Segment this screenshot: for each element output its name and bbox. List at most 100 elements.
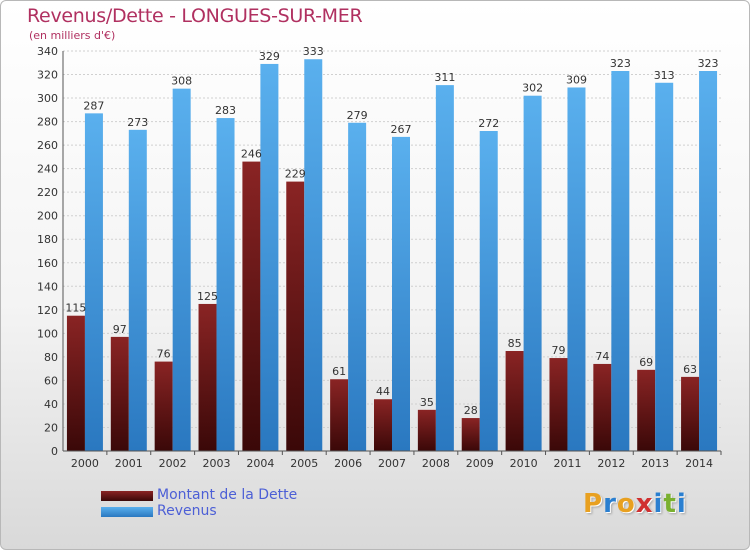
bar-dette bbox=[154, 361, 173, 451]
data-label-revenus: 283 bbox=[215, 104, 236, 117]
bar-dette bbox=[593, 363, 612, 451]
logo-letter: P bbox=[583, 489, 604, 519]
y-tick-label: 300 bbox=[37, 92, 58, 105]
legend-label-revenus: Revenus bbox=[157, 503, 217, 519]
y-tick-label: 0 bbox=[51, 445, 58, 458]
logo-letter: x bbox=[635, 489, 654, 519]
data-label-dette: 85 bbox=[508, 337, 522, 350]
data-label-dette: 246 bbox=[241, 148, 262, 161]
x-tick-label: 2001 bbox=[115, 457, 143, 470]
data-label-dette: 97 bbox=[113, 323, 127, 336]
chart-subtitle: (en milliers d'€) bbox=[29, 29, 116, 42]
y-tick-label: 80 bbox=[44, 351, 58, 364]
data-label-dette: 69 bbox=[639, 356, 653, 369]
bar-dette bbox=[681, 376, 700, 451]
bar-dette bbox=[549, 358, 568, 451]
bar-dette bbox=[110, 336, 129, 451]
bar-revenus bbox=[260, 63, 279, 452]
y-tick-label: 260 bbox=[37, 139, 58, 152]
bar-dette bbox=[242, 161, 261, 451]
bar-revenus bbox=[611, 71, 630, 451]
bar-dette bbox=[417, 409, 436, 451]
x-tick-label: 2013 bbox=[641, 457, 669, 470]
bar-revenus bbox=[172, 88, 191, 451]
logo-letter: t bbox=[663, 489, 677, 519]
x-tick-label: 2014 bbox=[685, 457, 713, 470]
x-tick-label: 2007 bbox=[378, 457, 406, 470]
bar-dette bbox=[198, 303, 217, 451]
data-label-dette: 125 bbox=[197, 290, 218, 303]
data-label-dette: 74 bbox=[595, 350, 609, 363]
data-label-dette: 79 bbox=[551, 344, 565, 357]
data-label-revenus: 287 bbox=[83, 99, 104, 112]
data-label-revenus: 311 bbox=[434, 71, 455, 84]
data-label-dette: 28 bbox=[464, 404, 478, 417]
legend-swatch-dette bbox=[101, 491, 153, 501]
y-tick-label: 40 bbox=[44, 398, 58, 411]
chart-title: Revenus/Dette - LONGUES-SUR-MER bbox=[27, 5, 363, 27]
x-tick-label: 2011 bbox=[553, 457, 581, 470]
logo-letter: o bbox=[616, 489, 636, 519]
bar-dette bbox=[637, 369, 656, 451]
bar-revenus bbox=[567, 87, 586, 452]
data-label-revenus: 309 bbox=[566, 73, 587, 86]
data-label-dette: 44 bbox=[376, 385, 390, 398]
data-label-dette: 61 bbox=[332, 365, 346, 378]
data-label-revenus: 308 bbox=[171, 75, 192, 88]
legend-label-dette: Montant de la Dette bbox=[157, 487, 298, 503]
y-tick-label: 220 bbox=[37, 186, 58, 199]
x-tick-label: 2008 bbox=[422, 457, 450, 470]
bars-layer bbox=[66, 59, 718, 452]
data-label-dette: 63 bbox=[683, 363, 697, 376]
logo-letter: i bbox=[653, 489, 664, 519]
bar-revenus bbox=[523, 95, 542, 452]
x-tick-label: 2012 bbox=[597, 457, 625, 470]
data-label-revenus: 279 bbox=[347, 109, 368, 122]
bar-dette bbox=[286, 181, 305, 451]
x-tick-label: 2002 bbox=[159, 457, 187, 470]
data-label-dette: 76 bbox=[157, 348, 171, 361]
y-tick-label: 140 bbox=[37, 280, 58, 293]
bar-dette bbox=[330, 379, 349, 451]
y-tick-label: 20 bbox=[44, 421, 58, 434]
y-tick-label: 100 bbox=[37, 327, 58, 340]
y-tick-label: 180 bbox=[37, 233, 58, 246]
x-tick-label: 2004 bbox=[246, 457, 274, 470]
y-tick-label: 340 bbox=[37, 45, 58, 58]
data-label-revenus: 313 bbox=[654, 69, 675, 82]
bar-revenus bbox=[128, 129, 147, 451]
x-tick-label: 2006 bbox=[334, 457, 362, 470]
x-tick-label: 2010 bbox=[510, 457, 538, 470]
x-tick-label: 2009 bbox=[466, 457, 494, 470]
bar-revenus bbox=[216, 118, 235, 451]
y-tick-label: 120 bbox=[37, 304, 58, 317]
bar-dette bbox=[461, 418, 480, 451]
bar-revenus bbox=[699, 71, 718, 451]
x-tick-label: 2000 bbox=[71, 457, 99, 470]
bar-revenus bbox=[655, 82, 674, 451]
logo-letter: r bbox=[603, 489, 617, 519]
data-label-revenus: 302 bbox=[522, 82, 543, 95]
y-tick-label: 320 bbox=[37, 69, 58, 82]
y-tick-label: 240 bbox=[37, 163, 58, 176]
bar-dette bbox=[505, 351, 524, 451]
bar-revenus bbox=[304, 59, 323, 452]
data-label-dette: 35 bbox=[420, 396, 434, 409]
data-label-revenus: 323 bbox=[698, 57, 719, 70]
data-label-dette: 229 bbox=[285, 168, 306, 181]
data-label-revenus: 323 bbox=[610, 57, 631, 70]
y-tick-label: 160 bbox=[37, 257, 58, 270]
data-label-revenus: 267 bbox=[391, 123, 412, 136]
y-tick-label: 60 bbox=[44, 374, 58, 387]
bar-revenus bbox=[84, 113, 103, 452]
legend-swatch-revenus bbox=[101, 507, 153, 517]
data-label-revenus: 329 bbox=[259, 50, 280, 63]
data-label-dette: 115 bbox=[65, 302, 86, 315]
y-tick-label: 200 bbox=[37, 210, 58, 223]
data-label-revenus: 273 bbox=[127, 116, 148, 129]
bar-revenus bbox=[435, 85, 454, 451]
y-tick-label: 280 bbox=[37, 116, 58, 129]
bar-dette bbox=[66, 315, 85, 451]
